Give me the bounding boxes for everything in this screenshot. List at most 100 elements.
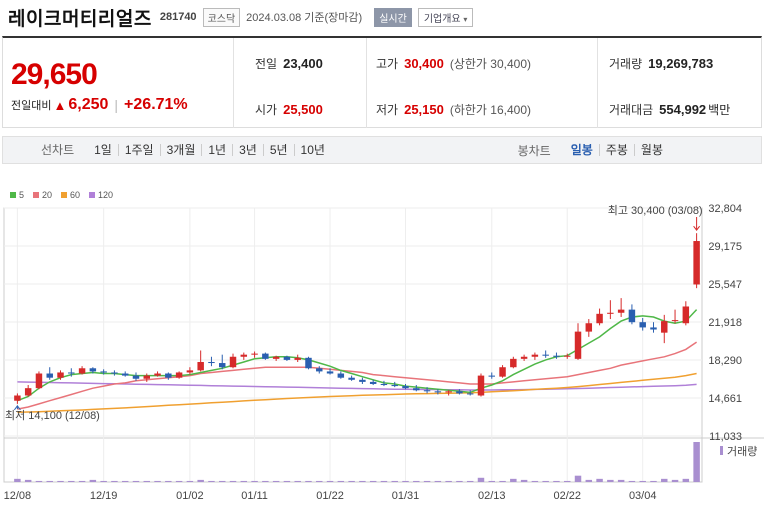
amount-label: 거래대금 [609,103,654,117]
legend-ma20[interactable]: 20 [33,190,52,200]
x-tick-label: 12/08 [4,490,32,502]
candle-body [337,373,345,378]
candle-body [628,309,636,323]
line-chart-tab[interactable]: 선차트 [41,143,75,157]
volume-bar [57,480,64,482]
volume-bar [661,478,668,482]
market-badge: 코스닥 [202,7,241,27]
volume-bar [359,480,366,482]
period-10y[interactable]: 10년 [300,143,325,157]
candle-body [531,354,539,357]
candle-body [661,321,668,333]
period-1w[interactable]: 1주일 [119,144,161,156]
period-1y[interactable]: 1년 [202,144,234,156]
candle-body [68,372,75,374]
candle-body [585,323,593,332]
volume-bar [607,479,614,482]
open-label: 시가 [255,103,278,117]
legend-label: 60 [70,190,81,200]
company-overview-dropdown[interactable]: 기업개요 ▾ [417,7,474,27]
prev-close: 전일 23,400 [255,55,323,72]
candle-body [272,356,280,359]
volume-bar [143,480,150,482]
candle-body [46,373,53,378]
legend-ma120[interactable]: 120 [89,190,113,200]
period-1d[interactable]: 1일 [88,144,119,156]
volume-bar [240,480,248,482]
candle-body [251,353,258,355]
volume-bar [413,480,420,482]
legend-swatch [61,192,68,198]
volume-bar [121,480,129,482]
x-tick-label: 01/11 [241,490,268,502]
candle-body [186,370,194,373]
volume-label: 거래량 [727,445,757,458]
legend-swatch [33,192,40,198]
candle-body [434,391,442,393]
volume-bar [100,480,107,482]
period-5y[interactable]: 5년 [264,144,295,156]
candle-body [262,353,269,359]
volume-bar [542,480,549,482]
volume-bar [456,480,463,482]
volume-bar [466,480,474,482]
volume-bar [488,480,495,482]
candle-body [682,306,690,324]
x-tick-label: 03/04 [629,490,657,502]
legend-ma60[interactable]: 60 [61,190,80,200]
realtime-button[interactable]: 실시간 [374,7,412,27]
high-value: 30,400 [404,56,444,71]
stock-code: 281740 [159,11,197,23]
upper-limit: (상한가 30,400) [449,57,532,71]
volume-bar [337,480,345,482]
candle-body [132,375,140,379]
volume-bar [628,480,636,482]
candle-daily[interactable]: 일봉 [565,144,600,156]
legend-ma5[interactable]: 5 [10,190,24,200]
candle-body [208,361,215,364]
volume-bar [574,475,582,482]
candle-body [165,373,172,378]
candle-body [520,356,528,359]
candle-chart-tab[interactable]: 봉차트 [517,143,551,158]
open-price: 시가 25,500 [255,101,323,118]
low-annotation: 최저 14,100 (12/08) [5,409,100,422]
volume-bar [531,480,539,482]
candle-body [596,313,603,324]
candle-body [617,309,625,313]
period-selector: 선차트 1일 1주일 3개월 1년 3년 5년 10년 봉차트 일봉 주봉 월봉 [2,136,762,164]
y-tick-label: 11,033 [709,431,742,443]
period-3y[interactable]: 3년 [233,144,264,156]
volume-bar [391,480,398,482]
candle-body [445,391,452,393]
candle-body [423,390,431,392]
candle-body [57,372,64,378]
candle-body [391,385,398,387]
divider: | [114,97,119,113]
y-tick-label: 29,175 [708,241,742,253]
candle-body [100,371,107,373]
candle-body [197,361,204,371]
volume-bar [175,480,183,482]
candle-weekly[interactable]: 주봉 [600,144,635,156]
y-tick-label: 18,290 [708,355,742,367]
volume-bar [132,480,140,482]
x-tick-label: 01/22 [316,490,344,502]
volume-bar [477,477,485,482]
legend-label: 5 [19,190,25,200]
volume-bar [402,480,409,482]
volume-bar [682,478,690,482]
high-annotation: 최고 30,400 (03/08) [608,204,703,217]
candle-body [574,331,582,359]
period-3m[interactable]: 3개월 [161,144,203,156]
x-tick-label: 12/19 [90,490,118,502]
candle-monthly[interactable]: 월봉 [640,143,663,157]
candle-body [671,320,679,322]
legend-label: 120 [98,190,114,200]
volume-bar [520,479,528,482]
ma5-line [17,309,698,402]
candle-body [402,386,409,389]
volume: 거래량 19,269,783 [609,55,713,72]
volume-bar [650,480,657,482]
